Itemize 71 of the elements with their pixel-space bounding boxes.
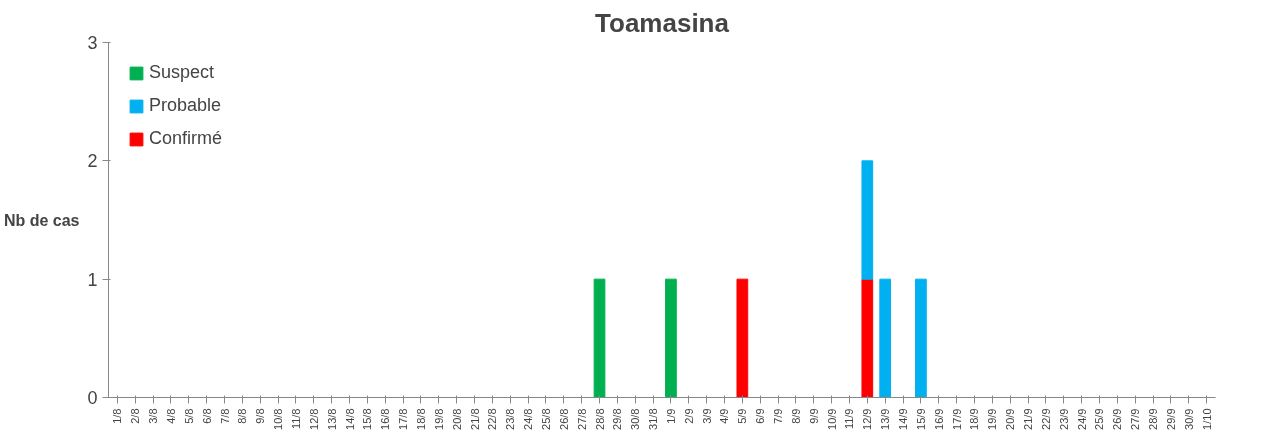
x-tick-label: 30/8 [629, 408, 642, 430]
x-tick-label: 2/8 [129, 408, 142, 424]
x-tick-label: 9/9 [807, 408, 820, 424]
x-tick-label: 1/10 [1200, 408, 1213, 430]
x-tick-label: 14/8 [343, 408, 356, 430]
x-tick-label: 7/8 [218, 408, 231, 424]
x-tick-label: 6/8 [200, 408, 213, 424]
x-tick-label: 22/9 [1039, 408, 1052, 430]
x-tick-label: 4/9 [718, 408, 731, 424]
x-tick-label: 1/8 [111, 408, 124, 424]
x-tick-label: 19/8 [432, 408, 445, 430]
x-tick-label: 26/8 [557, 408, 570, 430]
x-tick-label: 3/9 [700, 408, 713, 424]
x-tick-label: 7/9 [772, 408, 785, 424]
x-tick-label: 20/9 [1004, 408, 1017, 430]
x-tick-label: 4/8 [164, 408, 177, 424]
x-tick-label: 18/8 [414, 408, 427, 430]
chart-title: Toamasina [595, 7, 730, 38]
x-tick-label: 9/8 [254, 408, 267, 424]
x-tick-label: 27/9 [1129, 408, 1142, 430]
y-tick-label: 2 [87, 151, 98, 172]
x-tick-label: 27/8 [575, 408, 588, 430]
x-tick-label: 15/8 [361, 408, 374, 430]
x-tick-label: 2/9 [682, 408, 695, 424]
legend-label: Probable [149, 95, 222, 116]
x-tick-label: 13/8 [325, 408, 338, 430]
x-tick-label: 12/9 [861, 408, 874, 430]
x-tick-label: 24/8 [522, 408, 535, 430]
y-axis-title: Nb de cas [3, 211, 80, 229]
x-tick-label: 17/8 [397, 408, 410, 430]
x-tick-label: 17/9 [950, 408, 963, 430]
x-tick-label: 5/9 [736, 408, 749, 424]
x-tick-label: 24/9 [1075, 408, 1088, 430]
x-tick-label: 29/9 [1164, 408, 1177, 430]
x-tick-label: 10/8 [272, 408, 285, 430]
x-tick-label: 8/8 [236, 408, 249, 424]
x-tick-label: 26/9 [1111, 408, 1124, 430]
x-tick-label: 3/8 [147, 408, 160, 424]
y-tick-label: 3 [87, 33, 98, 53]
x-tick-label: 22/8 [486, 408, 499, 430]
x-tick-label: 29/8 [611, 408, 624, 430]
x-tick-label: 23/8 [504, 408, 517, 430]
x-tick-label: 16/8 [379, 408, 392, 430]
x-tick-label: 15/9 [914, 408, 927, 430]
x-tick-label: 13/9 [879, 408, 892, 430]
x-tick-label: 8/9 [789, 408, 802, 424]
x-tick-label: 1/9 [664, 408, 677, 424]
x-tick-label: 21/8 [468, 408, 481, 430]
x-tick-label: 5/8 [182, 408, 195, 424]
y-tick-label: 0 [87, 388, 98, 408]
x-tick-label: 23/9 [1057, 408, 1070, 430]
x-tick-label: 12/8 [307, 408, 320, 430]
x-tick-label: 20/8 [450, 408, 463, 430]
x-tick-label: 30/9 [1182, 408, 1195, 430]
x-tick-label: 28/8 [593, 408, 606, 430]
x-tick-label: 25/8 [539, 408, 552, 430]
x-tick-label: 11/9 [843, 408, 856, 430]
x-tick-label: 11/8 [289, 408, 302, 430]
y-tick-label: 1 [87, 269, 98, 290]
x-tick-label: 28/9 [1147, 408, 1160, 430]
x-tick-label: 21/9 [1022, 408, 1035, 430]
x-tick-label: 18/9 [968, 408, 981, 430]
legend-label: Confirmé [149, 128, 223, 149]
x-tick-label: 6/9 [754, 408, 767, 424]
legend-label: Suspect [149, 62, 215, 83]
x-tick-label: 19/9 [986, 408, 999, 430]
x-tick-label: 31/8 [647, 408, 660, 430]
x-tick-label: 16/9 [932, 408, 945, 430]
x-tick-label: 14/9 [897, 408, 910, 430]
x-tick-label: 25/9 [1093, 408, 1106, 430]
x-tick-label: 10/9 [825, 408, 838, 430]
